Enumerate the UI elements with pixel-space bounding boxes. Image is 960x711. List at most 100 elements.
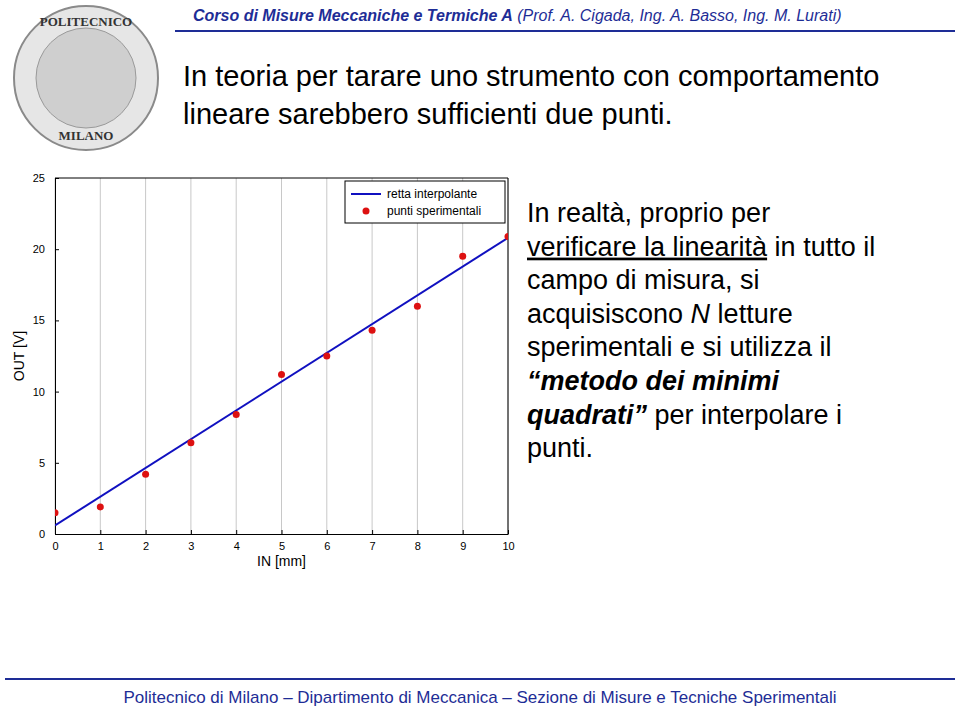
x-tick-mark — [100, 530, 101, 534]
y-tick-label: 25 — [33, 172, 45, 184]
data-point — [414, 303, 421, 310]
x-axis-line — [56, 534, 509, 535]
x-tick: 8 — [415, 530, 421, 552]
y-tick-mark — [55, 178, 59, 179]
x-tick: 3 — [188, 530, 194, 552]
body-line: punti. — [527, 433, 593, 463]
x-axis-title: IN [mm] — [257, 553, 306, 569]
legend-box — [345, 181, 505, 223]
x-tick-label: 9 — [460, 540, 466, 552]
data-point — [278, 371, 285, 378]
footer: Politecnico di Milano – Dipartimento di … — [123, 688, 836, 707]
data-point — [97, 503, 104, 510]
grid-line — [100, 178, 101, 534]
x-tick-label: 4 — [234, 540, 240, 552]
legend-line — [351, 193, 381, 195]
body-run: N — [691, 299, 711, 329]
grid-line — [508, 178, 509, 534]
header-run: (Prof. A. Cigada, Ing. A. Basso, Ing. M.… — [513, 7, 842, 24]
x-tick-label: 2 — [143, 540, 149, 552]
chart: 0 1 2 3 4 5 6 7 8 9 10 0 5 10 15 20 25 IN [mm] OUT [V] rett… — [11, 172, 515, 569]
logo-circle — [14, 6, 158, 150]
body-run: verificare la linearità — [527, 232, 768, 262]
body-line: In realtà, proprio per — [527, 198, 770, 228]
body-line: campo di misura, si — [527, 265, 760, 295]
frame-right — [508, 178, 509, 534]
x-tick-mark — [417, 530, 418, 534]
y-tick-mark — [55, 463, 59, 464]
y-tick: 5 — [39, 457, 59, 469]
x-tick: 10 — [502, 530, 514, 552]
x-tick-mark — [463, 530, 464, 534]
x-tick-mark — [327, 530, 328, 534]
legend-label: punti sperimentali — [387, 204, 481, 218]
y-tick: 20 — [33, 243, 59, 255]
x-tick-mark — [236, 530, 237, 534]
legend-marker — [363, 208, 370, 215]
body-run: per interpolare i — [647, 400, 842, 430]
x-tick: 7 — [370, 530, 376, 552]
footer-rule — [5, 678, 955, 680]
y-tick-label: 15 — [33, 314, 45, 326]
body-run: In realtà, proprio per — [527, 198, 770, 228]
body-run: in tutto il — [767, 232, 875, 262]
header-run: Corso di Misure Meccaniche e Termiche A — [193, 7, 513, 24]
x-tick-mark — [146, 530, 147, 534]
y-tick-label: 5 — [39, 457, 45, 469]
y-tick: 0 — [39, 528, 59, 540]
body-run: sperimentali e si utilizza il — [527, 332, 832, 362]
body-run: quadrati” — [527, 400, 648, 430]
logo-inner — [36, 28, 136, 128]
legend-label: retta interpolante — [387, 187, 477, 201]
x-tick-label: 1 — [98, 540, 104, 552]
data-point — [369, 327, 376, 334]
x-tick-label: 0 — [52, 540, 58, 552]
data-point — [505, 233, 509, 240]
x-tick-mark — [508, 530, 509, 534]
body-run: “metodo dei minimi — [527, 366, 780, 396]
x-tick: 9 — [460, 530, 466, 552]
header-rule — [175, 30, 955, 32]
fit-line — [55, 238, 508, 526]
slide: POLITECNICOMILANO Corso di Misure Meccani… — [0, 0, 960, 711]
grid-line — [145, 178, 146, 534]
y-axis-title: OUT [V] — [11, 331, 27, 381]
data-point — [187, 439, 194, 446]
x-tick-label: 8 — [415, 540, 421, 552]
data-point — [459, 253, 466, 260]
x-tick-label: 5 — [279, 540, 285, 552]
data-point — [55, 509, 59, 516]
logo: POLITECNICOMILANO — [14, 6, 158, 150]
y-tick-label: 10 — [33, 386, 45, 398]
body-line: sperimentali e si utilizza il — [527, 332, 832, 362]
body-line: acquisiscono N letture — [527, 299, 793, 329]
data-point — [142, 471, 149, 478]
grid-line — [190, 178, 191, 534]
x-tick: 4 — [234, 530, 240, 552]
body-line: quadrati” per interpolare i — [527, 400, 842, 430]
frame-top — [55, 178, 508, 179]
plot-background — [55, 178, 508, 534]
header: Corso di Misure Meccaniche e Termiche A … — [193, 7, 842, 24]
x-tick: 2 — [143, 530, 149, 552]
grid-line — [281, 178, 282, 534]
y-tick-mark — [55, 320, 59, 321]
x-axis: 0 1 2 3 4 5 6 7 8 9 10 — [52, 530, 514, 552]
title-line: In teoria per tarare uno strumento con c… — [183, 60, 879, 92]
x-tick-label: 3 — [188, 540, 194, 552]
y-tick-label: 20 — [33, 243, 45, 255]
grid-line — [236, 178, 237, 534]
y-axis-line — [55, 179, 56, 535]
body-run: campo di misura, si — [527, 265, 760, 295]
x-tick: 5 — [279, 530, 285, 552]
legend: retta interpolante punti sperimentali — [345, 181, 505, 223]
y-tick-label: 0 — [39, 528, 45, 540]
x-tick-mark — [191, 530, 192, 534]
grid-line — [55, 178, 56, 534]
y-axis: 0 5 10 15 20 25 — [33, 172, 59, 540]
y-tick-mark — [55, 392, 59, 393]
x-tick: 6 — [324, 530, 330, 552]
body-run: acquisiscono — [527, 299, 691, 329]
y-tick-mark — [55, 249, 59, 250]
marks — [55, 233, 508, 526]
